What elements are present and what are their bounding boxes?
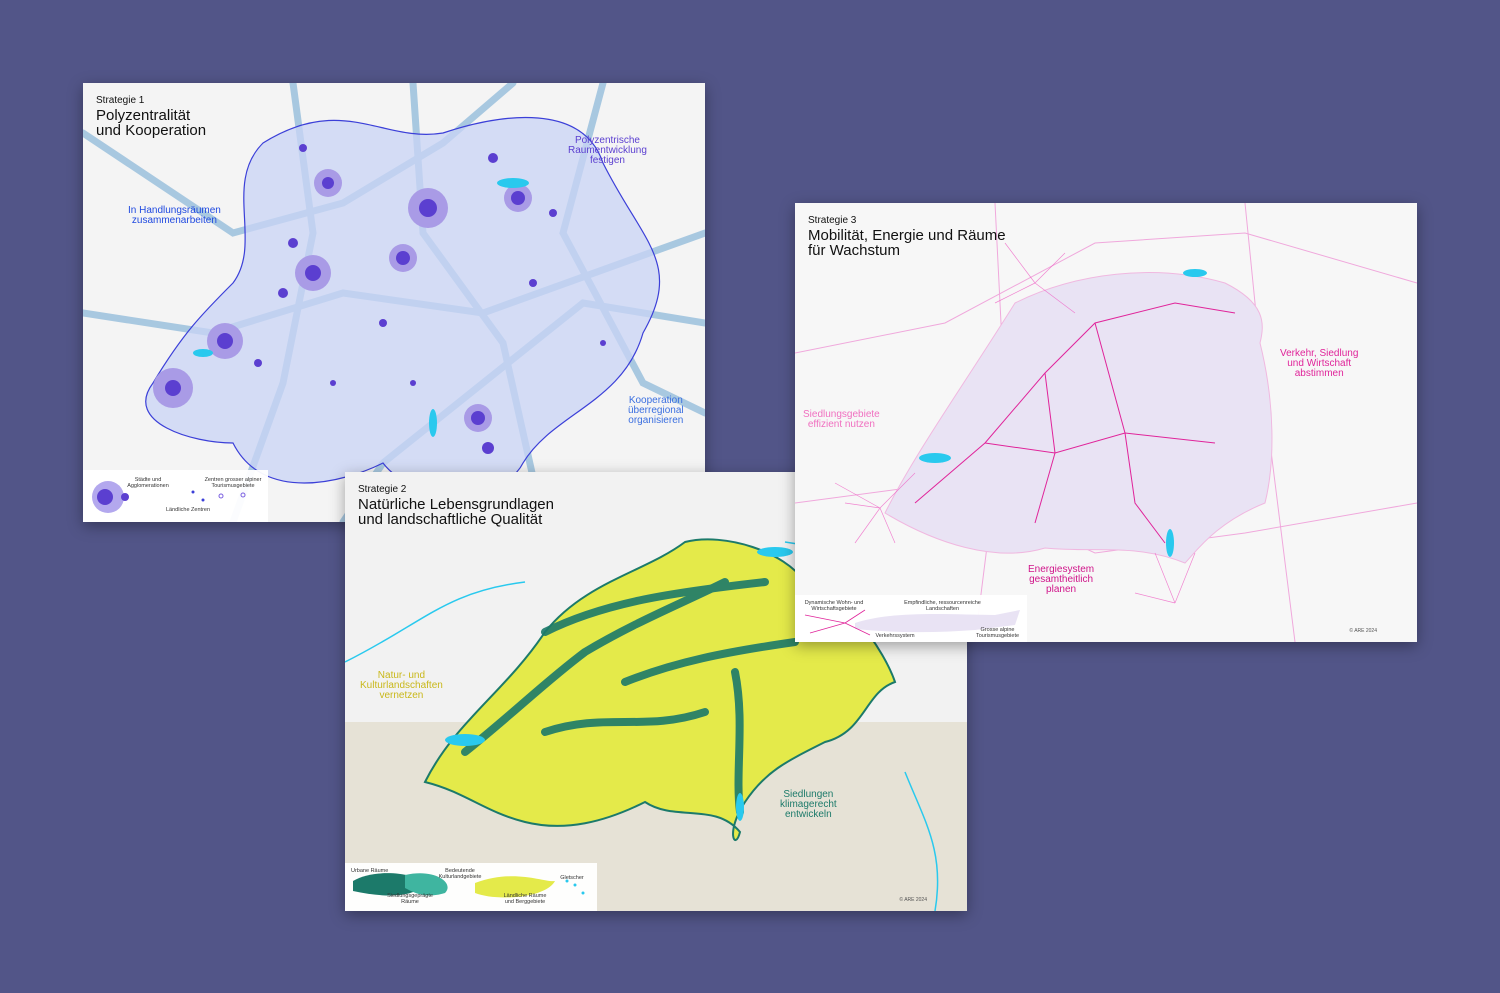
- legend-label: Grosse alpine Tourismusgebiete: [975, 627, 1020, 639]
- map-note: Siedlungen klimagerecht entwickeln: [780, 789, 837, 820]
- legend-label: Ländliche Räume und Berggebiete: [503, 893, 547, 905]
- legend-label: Bedeutende Kulturlandgebiete: [438, 868, 482, 880]
- map-note: Kooperation überregional organisieren: [628, 395, 684, 426]
- legend-label: Verkehrssystem: [875, 633, 915, 639]
- card-kicker: Strategie 1: [96, 95, 145, 106]
- legend-label: Zentren grosser alpiner Tourismusgebiete: [204, 477, 262, 489]
- legend-label: Ländliche Zentren: [165, 507, 211, 513]
- map-note: Siedlungsgebiete effizient nutzen: [803, 409, 880, 430]
- legend-label: Gletscher: [560, 875, 584, 881]
- legend: Städte und Agglomerationen Ländliche Zen…: [83, 470, 268, 522]
- map-note: Energiesystem gesamtheitlich planen: [1028, 564, 1095, 595]
- landscape-map: [345, 531, 967, 911]
- legend-label: Urbane Räume: [351, 868, 389, 874]
- mobility-map: [795, 203, 1417, 642]
- legend-label: Städte und Agglomerationen: [127, 477, 169, 489]
- legend-label: Siedlungsgeprägte Räume: [387, 893, 433, 905]
- card-kicker: Strategie 3: [808, 215, 857, 226]
- map-card-strategie-1: Strategie 1 Polyzentralität und Kooperat…: [83, 83, 705, 522]
- copyright: © ARE 2024: [899, 897, 927, 903]
- legend: Dynamische Wohn- und Wirtschaftsgebiete …: [795, 595, 1027, 642]
- card-title: Natürliche Lebensgrundlagen und landscha…: [358, 496, 554, 528]
- map-card-strategie-3: Strategie 3 Mobilität, Energie und Räume…: [795, 203, 1417, 642]
- map-note: Polyzentrische Raumentwicklung festigen: [568, 135, 647, 166]
- legend-label: Empfindliche, ressourcenreiche Landschaf…: [904, 600, 981, 612]
- polycentric-map: [83, 83, 705, 522]
- card-title: Polyzentralität und Kooperation: [96, 107, 207, 139]
- map-note: Natur- und Kulturlandschaften vernetzen: [360, 670, 443, 701]
- card-kicker: Strategie 2: [358, 484, 407, 495]
- copyright: © ARE 2024: [1349, 628, 1377, 634]
- legend-label: Dynamische Wohn- und Wirtschaftsgebiete: [804, 600, 864, 612]
- map-note: Verkehr, Siedlung und Wirtschaft abstimm…: [1280, 348, 1359, 379]
- legend: Urbane Räume Siedlungsgeprägte Räume Bed…: [345, 863, 597, 911]
- map-note: In Handlungsräumen zusammenarbeiten: [128, 205, 221, 226]
- card-title: Mobilität, Energie und Räume für Wachstu…: [808, 227, 1006, 259]
